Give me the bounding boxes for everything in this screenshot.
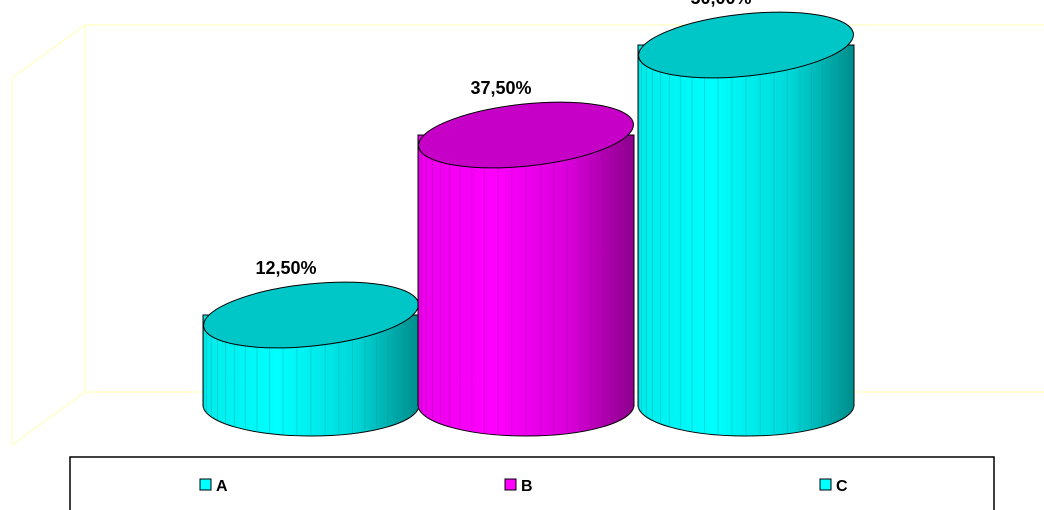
legend-swatch-b xyxy=(504,478,517,491)
bar-top-c xyxy=(638,11,854,79)
legend-item-a: A xyxy=(199,478,228,495)
bar-a xyxy=(202,281,420,437)
legend-label-a: A xyxy=(216,478,228,495)
bar-top-b xyxy=(418,101,634,169)
legend-swatch-a xyxy=(199,478,212,491)
bar-b xyxy=(417,101,635,437)
chart-bars xyxy=(202,11,855,437)
bar-facets-b xyxy=(418,138,634,436)
bar-c xyxy=(637,11,855,437)
value-label-b: 37,50% xyxy=(470,78,531,98)
legend-box xyxy=(69,456,995,510)
legend-swatch-c xyxy=(819,478,832,491)
legend-label-b: B xyxy=(521,478,533,495)
value-label-a: 12,50% xyxy=(255,258,316,278)
side-wall-outline xyxy=(11,24,86,79)
legend-label-c: C xyxy=(836,478,848,495)
value-label-c: 50,00% xyxy=(690,0,751,8)
chart-value-labels: 12,50% 37,50% 50,00% xyxy=(255,0,751,278)
chart-legend: A B C xyxy=(69,456,995,510)
legend-item-b: B xyxy=(504,478,533,495)
floor-left-edge xyxy=(11,391,86,446)
legend-item-c: C xyxy=(819,478,848,495)
bar-facets-c xyxy=(638,48,854,436)
